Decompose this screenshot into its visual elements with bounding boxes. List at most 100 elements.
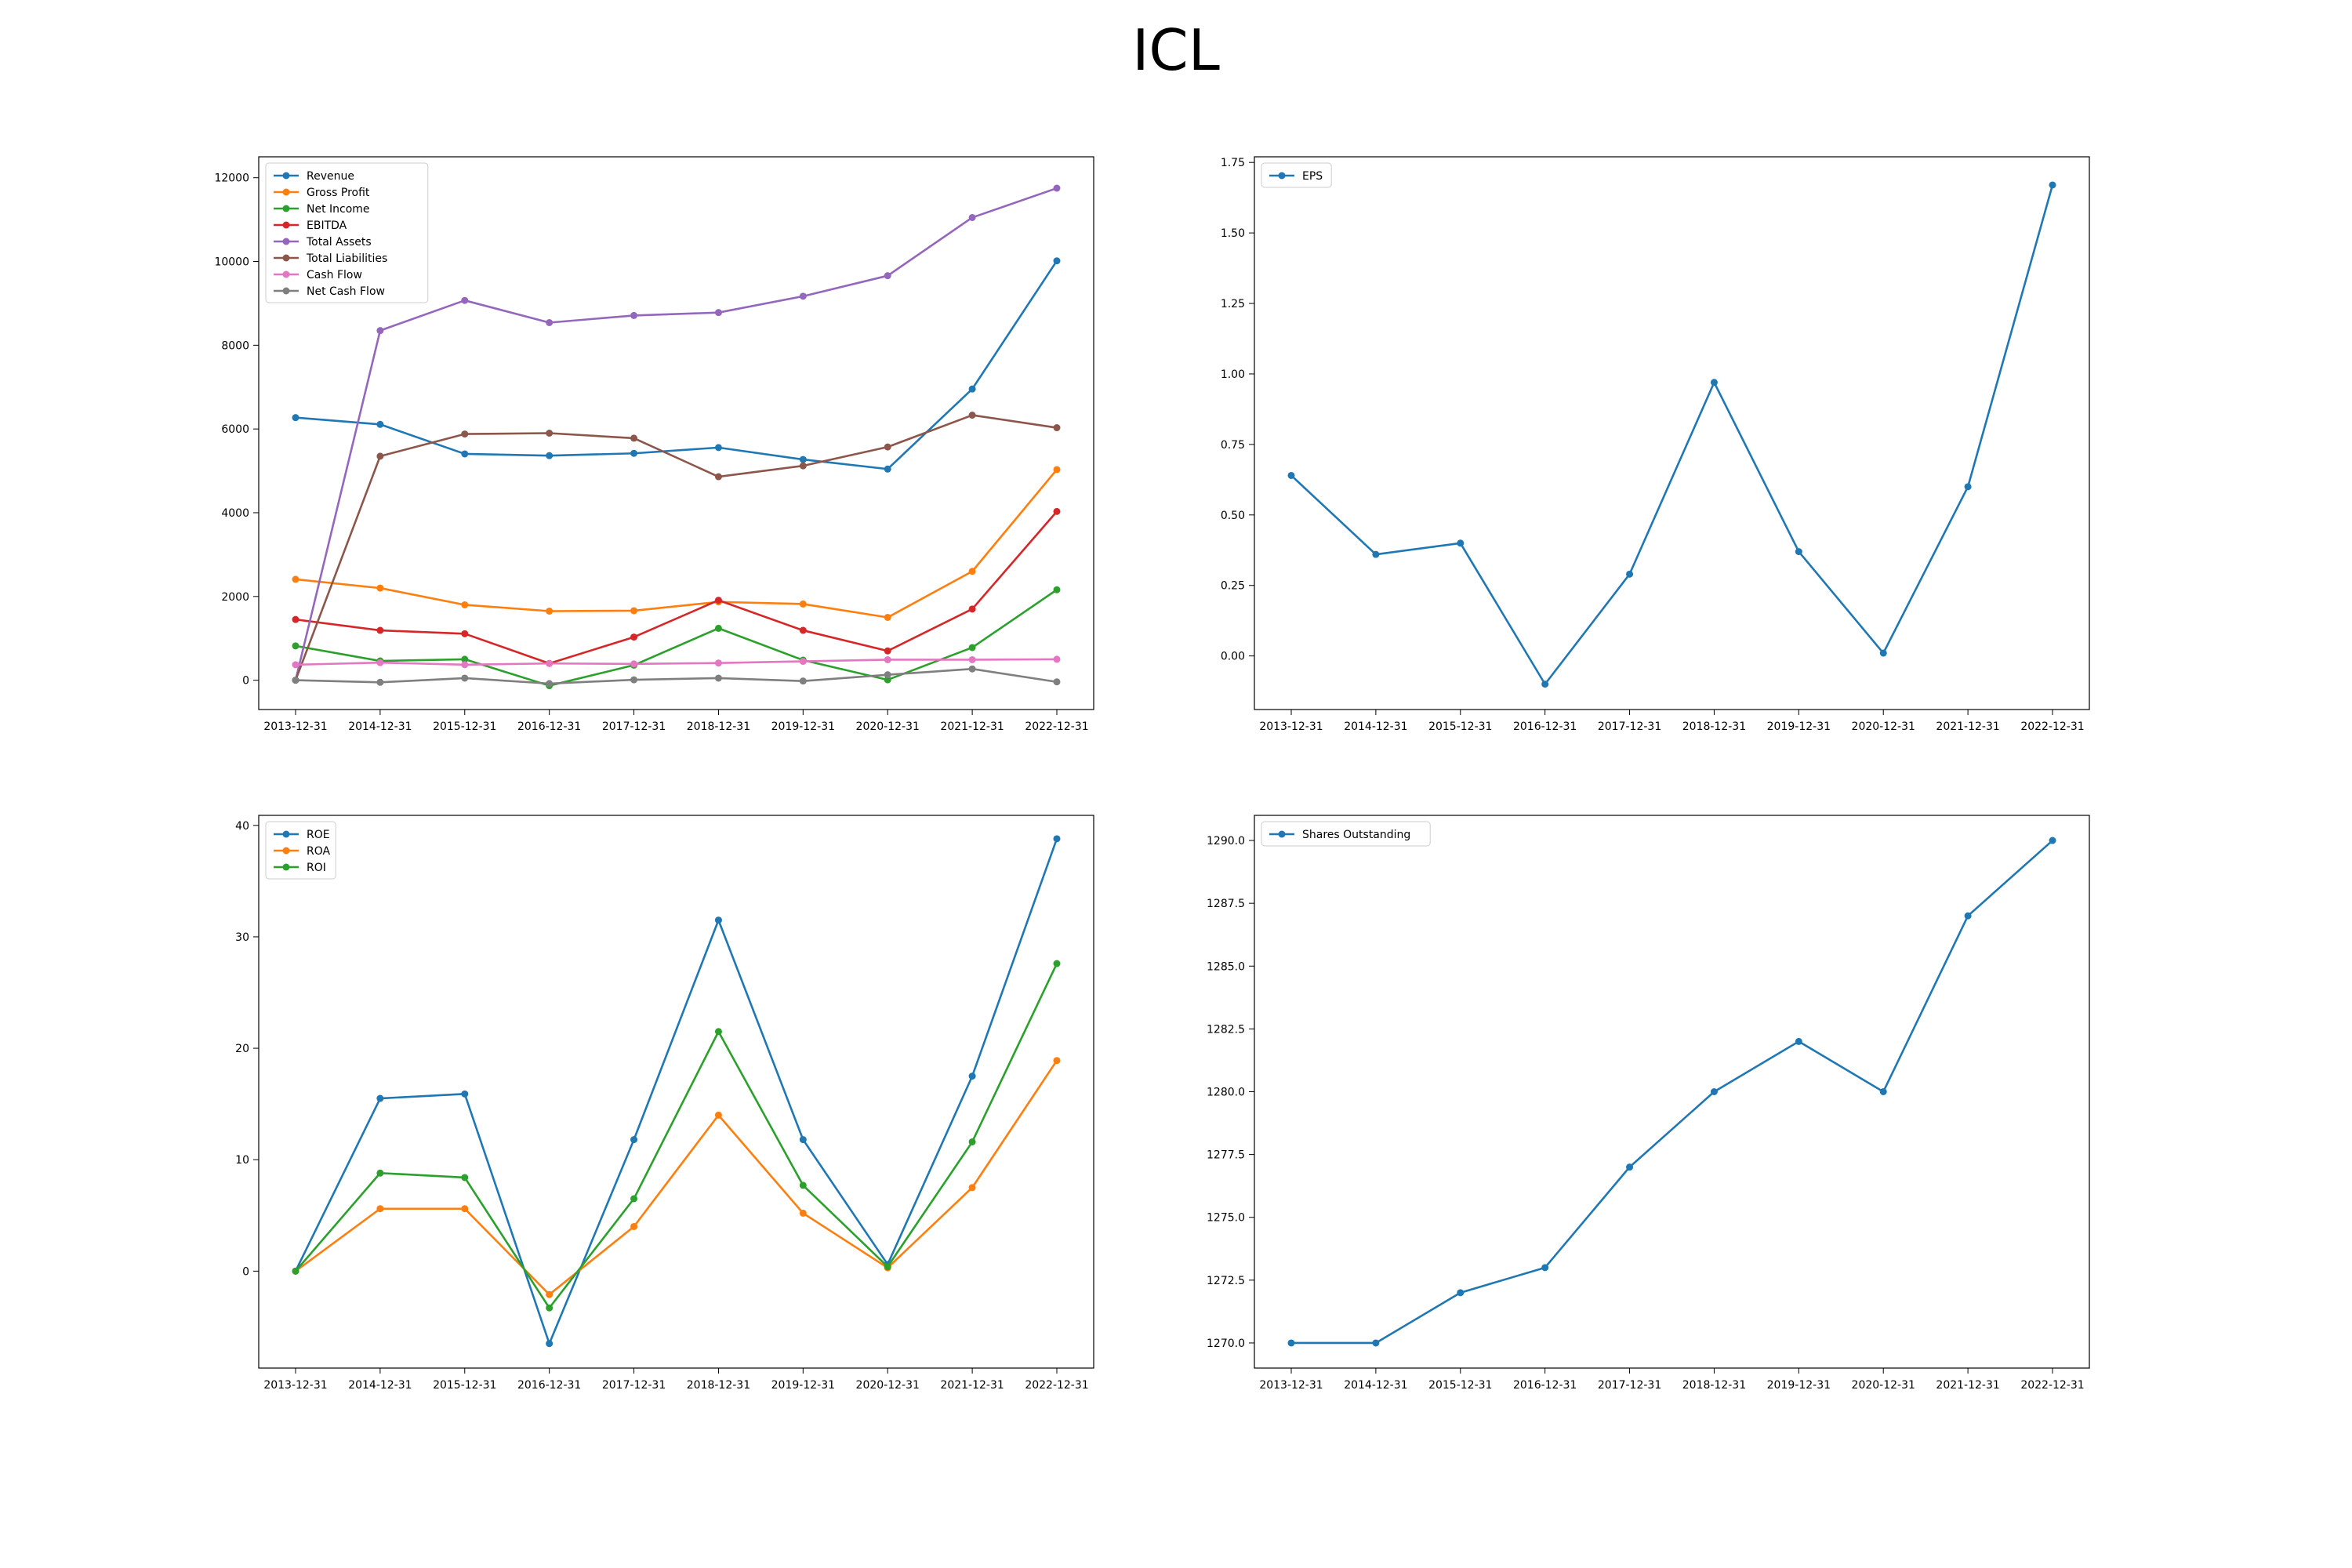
y-tick-label: 8000 [221, 339, 249, 352]
y-tick-label: 10000 [214, 256, 249, 269]
returns-chart: 2013-12-31 2014-12-31 2015-12-31 2016-12-31… [235, 815, 1094, 1392]
x-tick-label: 2016-12-31 [517, 720, 581, 733]
data-point [968, 665, 976, 673]
legend-box [1261, 821, 1431, 847]
series-net-cash-flow [292, 665, 1061, 688]
data-point [376, 420, 384, 428]
legend-label: EPS [1302, 170, 1323, 183]
x-tick-label: 2019-12-31 [1767, 720, 1831, 733]
legend-marker [282, 172, 290, 180]
data-point [714, 1111, 722, 1119]
series-line [295, 658, 1058, 666]
x-tick-label: 2021-12-31 [1936, 720, 1999, 733]
y-tick-label: 1280.0 [1207, 1087, 1245, 1099]
legend-label: Total Assets [306, 236, 372, 249]
data-point [461, 630, 469, 637]
y-tick-label: 1282.5 [1207, 1023, 1245, 1036]
legend-marker [282, 221, 290, 229]
data-point [799, 658, 807, 666]
data-point [461, 450, 469, 458]
data-point [376, 626, 384, 634]
data-point [1053, 655, 1061, 663]
data-point [461, 296, 469, 304]
data-point [799, 626, 807, 634]
data-point [968, 385, 976, 393]
data-point [884, 671, 891, 679]
data-point [1053, 257, 1061, 265]
y-tick-label: 0.50 [1221, 510, 1245, 522]
legend-marker [282, 254, 290, 262]
axes-frame [258, 156, 1094, 710]
x-tick-label: 2017-12-31 [602, 720, 666, 733]
series-line [295, 963, 1058, 1309]
data-point [376, 659, 384, 666]
x-tick-label: 2022-12-31 [2020, 720, 2084, 733]
series-total-liabilities [292, 412, 1061, 684]
x-tick-label: 2013-12-31 [263, 720, 327, 733]
x-tick-label: 2016-12-31 [1513, 1379, 1577, 1392]
series-revenue [292, 257, 1061, 473]
series-ebitda [292, 507, 1061, 667]
x-tick-label: 2014-12-31 [1344, 720, 1407, 733]
data-point [630, 633, 638, 641]
data-point [1287, 1339, 1295, 1347]
data-point [2049, 181, 2056, 189]
legend-label: Net Income [307, 203, 370, 216]
x-tick-label: 2021-12-31 [940, 1379, 1004, 1392]
legend-marker [282, 830, 290, 838]
y-tick-label: 1.75 [1221, 157, 1245, 169]
legend-box [265, 162, 429, 303]
data-point [630, 660, 638, 668]
y-tick-label: 2000 [221, 591, 249, 604]
data-point [884, 647, 891, 655]
y-tick-label: 1275.0 [1207, 1212, 1245, 1225]
y-tick-label: 10 [235, 1154, 249, 1167]
data-point [799, 1209, 807, 1217]
data-point [799, 462, 807, 470]
legend-label: Total Liabilities [306, 252, 387, 265]
y-tick-label: 1277.5 [1207, 1149, 1245, 1162]
data-point [1964, 912, 1972, 920]
data-point [714, 916, 722, 924]
legend: Revenue Gross Profit Net Income EBITDA Total… [265, 162, 429, 303]
legend-marker [282, 847, 290, 855]
x-tick-label: 2018-12-31 [687, 1379, 750, 1392]
data-point [968, 644, 976, 652]
data-point [461, 674, 469, 682]
data-point [714, 1028, 722, 1036]
y-tick-label: 1287.5 [1207, 898, 1245, 910]
series-total-assets [292, 184, 1061, 684]
data-point [1795, 1037, 1802, 1045]
data-point [630, 1195, 638, 1203]
x-tick-label: 2021-12-31 [1936, 1379, 1999, 1392]
x-tick-label: 2020-12-31 [856, 1379, 920, 1392]
data-point [546, 319, 554, 326]
data-point [884, 443, 891, 451]
x-tick-label: 2020-12-31 [1852, 1379, 1915, 1392]
data-point [968, 605, 976, 613]
data-point [546, 607, 554, 615]
y-tick-label: 0 [242, 1265, 249, 1278]
x-tick-label: 2017-12-31 [602, 1379, 666, 1392]
series-line [295, 1059, 1058, 1296]
legend-label: Gross Profit [307, 187, 370, 199]
legend-label: ROI [307, 862, 326, 874]
data-point [1457, 539, 1465, 547]
data-point [376, 452, 384, 460]
data-point [1053, 960, 1061, 967]
x-tick-label: 2017-12-31 [1598, 720, 1661, 733]
figure-title: ICL [1132, 17, 1220, 83]
y-tick-label: 0 [242, 675, 249, 688]
data-point [799, 677, 807, 685]
legend-label: EBITDA [307, 220, 347, 232]
x-tick-label: 2020-12-31 [1852, 720, 1915, 733]
series-line [294, 187, 1058, 681]
data-point [292, 575, 299, 583]
data-point [630, 1222, 638, 1230]
data-point [1053, 835, 1061, 843]
data-point [546, 1340, 554, 1348]
data-point [1053, 586, 1061, 593]
x-tick-label: 2013-12-31 [1259, 720, 1323, 733]
data-point [1053, 184, 1061, 192]
